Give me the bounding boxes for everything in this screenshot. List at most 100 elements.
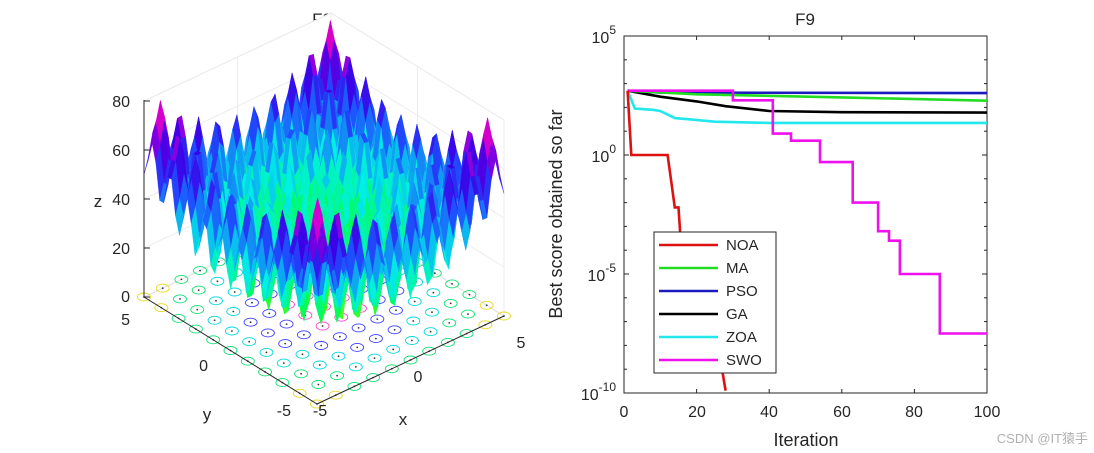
contour-dot bbox=[282, 362, 285, 364]
contour-ring bbox=[348, 362, 363, 372]
contour-ring bbox=[227, 287, 242, 297]
contour-ring bbox=[173, 294, 187, 304]
contour-ring bbox=[207, 315, 222, 325]
contour-dot bbox=[267, 332, 269, 334]
series-zoa bbox=[626, 90, 987, 125]
contour-ring bbox=[387, 325, 402, 335]
contour-dot bbox=[268, 312, 271, 315]
contour-ring bbox=[242, 337, 257, 347]
contour-dot bbox=[376, 318, 379, 320]
contour-dot bbox=[317, 383, 320, 386]
contour-dot bbox=[395, 309, 397, 312]
contour-dot bbox=[357, 327, 360, 329]
contour-ring bbox=[245, 298, 259, 308]
series-ga bbox=[627, 89, 987, 114]
contour-ring bbox=[210, 276, 225, 286]
contour-dot bbox=[179, 298, 181, 300]
legend-label-zoa: ZOA bbox=[726, 329, 757, 346]
contour-dot bbox=[467, 313, 469, 315]
contour-dot bbox=[468, 293, 471, 296]
y-tick-exponent: -10 bbox=[599, 380, 617, 394]
contour-ring bbox=[442, 318, 457, 328]
contour-ring bbox=[462, 290, 477, 300]
contour-ring bbox=[296, 330, 311, 340]
contour-dot bbox=[412, 320, 415, 322]
contour-dot bbox=[318, 364, 321, 366]
contour-ring bbox=[443, 298, 458, 308]
legend-label-swo: SWO bbox=[726, 352, 762, 369]
contour-ring bbox=[331, 351, 346, 361]
contour-ring bbox=[425, 307, 439, 317]
convergence-axes bbox=[623, 35, 988, 394]
contour-ring bbox=[367, 353, 382, 363]
contour-ring bbox=[190, 305, 205, 315]
y-tick-label: 105 bbox=[592, 23, 617, 47]
contour-ring bbox=[223, 346, 238, 355]
contour-ring bbox=[206, 335, 221, 345]
contour-dot bbox=[448, 322, 451, 324]
contour-ring bbox=[311, 380, 326, 389]
y-tick-label: 10-5 bbox=[588, 261, 617, 285]
contour-ring bbox=[351, 323, 366, 333]
surface-chart: F9 0 20 40 60 80 z 5 0 -5 bbox=[94, 10, 526, 429]
z-tick-label: 0 bbox=[121, 289, 130, 306]
contour-dot bbox=[320, 344, 323, 347]
y-tick-label: 10-10 bbox=[581, 380, 616, 404]
contour-dot bbox=[429, 330, 432, 333]
contour-dot bbox=[411, 339, 413, 342]
z-tick-label: 20 bbox=[112, 241, 130, 258]
legend-label-noa: NOA bbox=[726, 237, 759, 254]
series-swo bbox=[627, 89, 987, 335]
contour-ring bbox=[260, 328, 275, 338]
contour-dot bbox=[373, 357, 376, 359]
y-tick-label: 5 bbox=[121, 312, 130, 329]
x-axis-label: x bbox=[399, 410, 408, 429]
contour-ring bbox=[243, 317, 258, 327]
surface-mesh bbox=[143, 20, 505, 325]
y-tick-label: -5 bbox=[277, 403, 291, 420]
y-tick-exponent: -5 bbox=[605, 261, 616, 275]
x-tick-label: 0 bbox=[414, 369, 423, 386]
y-tick-exponent: 5 bbox=[609, 23, 616, 37]
z-tick-label: 40 bbox=[112, 192, 130, 209]
x-tick-label: 40 bbox=[760, 404, 778, 421]
contour-ring bbox=[350, 342, 365, 352]
contour-dot bbox=[413, 300, 416, 303]
contour-dot bbox=[432, 291, 435, 294]
contour-ring bbox=[459, 329, 474, 339]
contour-ring bbox=[426, 288, 441, 298]
contour-ring bbox=[347, 381, 362, 391]
contour-ring bbox=[188, 324, 203, 334]
contour-ring bbox=[155, 283, 170, 293]
x-tick-label: 100 bbox=[974, 404, 1001, 421]
contour-ring bbox=[423, 327, 438, 337]
z-tick-label: 80 bbox=[112, 94, 130, 111]
contour-ring bbox=[461, 309, 475, 319]
y-tick-base: 10 bbox=[581, 387, 599, 404]
y-tick-label: 0 bbox=[199, 358, 208, 375]
contour-dot bbox=[339, 335, 341, 338]
x-tick-label: 5 bbox=[517, 335, 526, 352]
contour-dot bbox=[303, 333, 305, 336]
contour-dot bbox=[354, 366, 357, 368]
contour-ring bbox=[330, 371, 345, 381]
y-tick-exponent: 0 bbox=[609, 142, 616, 156]
y-tick-base: 10 bbox=[592, 30, 610, 47]
contour-dot bbox=[233, 291, 236, 293]
legend-label-ga: GA bbox=[726, 306, 748, 323]
contour-ring bbox=[278, 339, 293, 349]
contour-ring bbox=[406, 316, 421, 326]
contour-ring bbox=[262, 308, 277, 318]
contour-ring bbox=[389, 305, 403, 315]
contour-ring bbox=[314, 341, 329, 350]
convergence-chart-title: F9 bbox=[795, 10, 815, 29]
legend-box bbox=[653, 231, 777, 374]
contour-dot bbox=[284, 342, 287, 345]
contour-dot bbox=[196, 308, 199, 311]
contour-ring bbox=[154, 303, 169, 313]
contour-dot bbox=[213, 319, 216, 322]
contour-dot bbox=[248, 340, 251, 343]
contour-ring bbox=[275, 378, 290, 388]
contour-ring bbox=[386, 344, 401, 354]
